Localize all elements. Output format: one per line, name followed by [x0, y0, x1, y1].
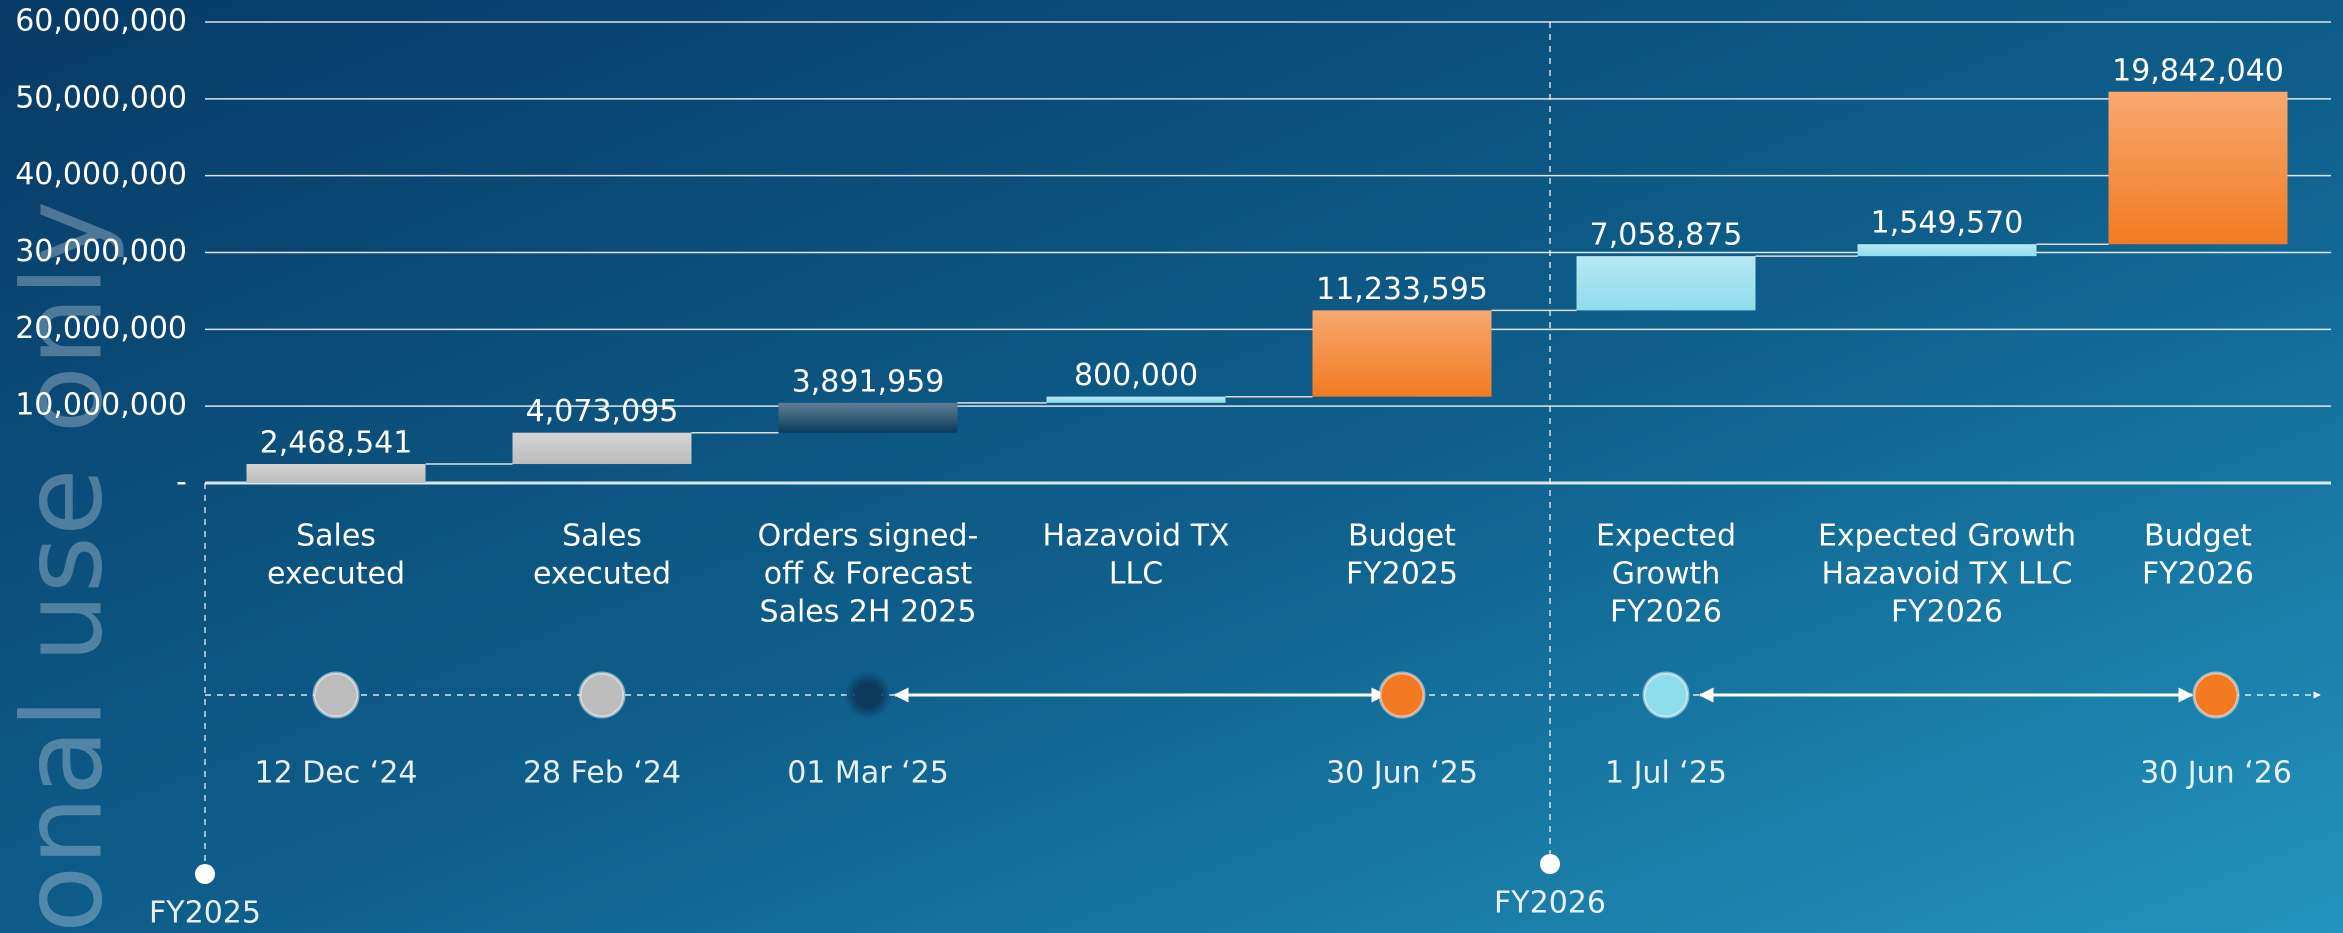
- category-label: Sales 2H 2025: [760, 595, 977, 630]
- y-tick-label: 40,000,000: [15, 157, 187, 192]
- category-label: Budget: [2144, 519, 2252, 554]
- bar-sheen: [2108, 91, 2288, 245]
- fy-label: FY2026: [1494, 886, 1606, 921]
- value-label: 7,058,875: [1590, 218, 1743, 253]
- date-label: 28 Feb ‘24: [523, 756, 681, 791]
- category-label: FY2026: [2142, 557, 2254, 592]
- value-label: 11,233,595: [1316, 272, 1488, 307]
- bar-sheen: [512, 432, 692, 465]
- date-label: 30 Jun ‘25: [1326, 756, 1478, 791]
- timeline-dot: [312, 671, 360, 719]
- timeline-dot: [844, 671, 892, 719]
- y-tick-label: 20,000,000: [15, 311, 187, 346]
- timeline-dot: [1378, 671, 1426, 719]
- category-label: Growth: [1612, 557, 1721, 592]
- y-tick-label: 60,000,000: [15, 4, 187, 39]
- category-label: Hazavoid TX: [1043, 519, 1230, 554]
- y-tick-label: 10,000,000: [15, 388, 187, 423]
- bar-sheen: [1857, 244, 2037, 257]
- category-label: off & Forecast: [764, 557, 973, 592]
- bar-sheen: [1046, 396, 1226, 403]
- y-tick-label: 50,000,000: [15, 80, 187, 115]
- fy-label: FY2025: [149, 896, 261, 931]
- bar-sheen: [1576, 256, 1756, 311]
- category-label: Budget: [1348, 519, 1456, 554]
- bar-sheen: [246, 464, 426, 483]
- y-tick-label: 30,000,000: [15, 234, 187, 269]
- category-label: LLC: [1109, 557, 1163, 592]
- timeline-dot: [2192, 671, 2240, 719]
- category-label: Hazavoid TX LLC: [1822, 557, 2073, 592]
- date-label: 12 Dec ‘24: [254, 756, 417, 791]
- category-label: Expected Growth: [1818, 519, 2076, 554]
- date-label: 01 Mar ‘25: [787, 756, 949, 791]
- value-label: 1,549,570: [1871, 206, 2024, 241]
- date-label: 30 Jun ‘26: [2140, 756, 2292, 791]
- value-label: 4,073,095: [526, 394, 679, 429]
- value-label: 800,000: [1074, 358, 1198, 393]
- watermark: onal use only: [0, 201, 126, 933]
- fy-dot: [1540, 854, 1560, 874]
- category-label: Expected: [1596, 519, 1736, 554]
- value-label: 19,842,040: [2112, 53, 2284, 88]
- timeline-dot: [578, 671, 626, 719]
- category-label: Orders signed-: [758, 519, 979, 554]
- category-label: Sales: [562, 519, 642, 554]
- category-label: FY2026: [1610, 595, 1722, 630]
- category-label: executed: [267, 557, 405, 592]
- category-label: Sales: [296, 519, 376, 554]
- category-label: FY2025: [1346, 557, 1458, 592]
- category-label: FY2026: [1891, 595, 2003, 630]
- y-tick-label: -: [176, 465, 187, 500]
- date-label: 1 Jul ‘25: [1605, 756, 1727, 791]
- timeline-dot: [1642, 671, 1690, 719]
- category-label: executed: [533, 557, 671, 592]
- fy-dot: [195, 864, 215, 884]
- value-label: 2,468,541: [260, 426, 413, 461]
- bar-sheen: [1312, 310, 1492, 397]
- bar-sheen: [778, 402, 958, 433]
- value-label: 3,891,959: [792, 364, 945, 399]
